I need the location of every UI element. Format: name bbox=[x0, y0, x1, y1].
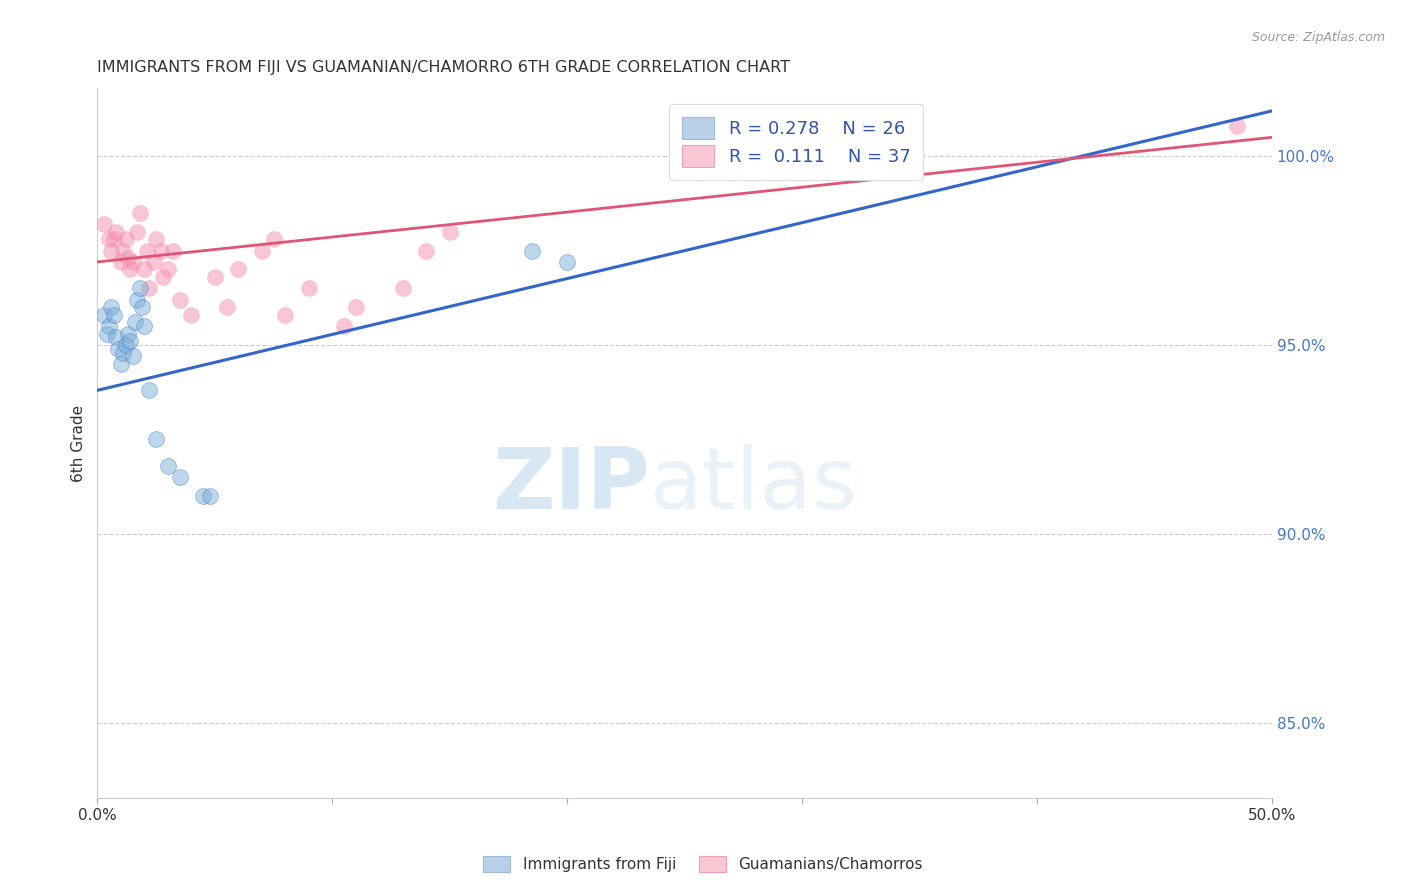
Y-axis label: 6th Grade: 6th Grade bbox=[72, 405, 86, 482]
Text: ZIP: ZIP bbox=[492, 444, 650, 527]
Point bbox=[103, 308, 125, 322]
Point bbox=[114, 232, 136, 246]
Point bbox=[128, 206, 150, 220]
Point bbox=[127, 225, 149, 239]
Point bbox=[110, 357, 132, 371]
Point bbox=[274, 308, 297, 322]
Point bbox=[93, 217, 115, 231]
Point bbox=[107, 342, 129, 356]
Point bbox=[191, 489, 214, 503]
Point bbox=[100, 244, 122, 258]
Point bbox=[103, 232, 125, 246]
Point bbox=[169, 470, 191, 484]
Legend: Immigrants from Fiji, Guamanians/Chamorros: Immigrants from Fiji, Guamanians/Chamorr… bbox=[475, 848, 931, 880]
Point bbox=[250, 244, 273, 258]
Point bbox=[180, 308, 202, 322]
Point bbox=[127, 293, 149, 307]
Point bbox=[128, 281, 150, 295]
Point bbox=[120, 262, 142, 277]
Point bbox=[169, 293, 191, 307]
Point bbox=[135, 244, 157, 258]
Point bbox=[263, 232, 285, 246]
Legend: R = 0.278    N = 26, R =  0.111    N = 37: R = 0.278 N = 26, R = 0.111 N = 37 bbox=[669, 104, 924, 180]
Point bbox=[226, 262, 249, 277]
Point bbox=[156, 458, 179, 473]
Point bbox=[105, 330, 128, 344]
Point bbox=[121, 349, 143, 363]
Point bbox=[198, 489, 221, 503]
Point bbox=[344, 300, 367, 314]
Point bbox=[112, 345, 135, 359]
Point bbox=[145, 433, 167, 447]
Point bbox=[96, 326, 118, 341]
Point bbox=[98, 319, 121, 334]
Point bbox=[120, 334, 142, 349]
Point bbox=[215, 300, 238, 314]
Point bbox=[134, 262, 156, 277]
Point bbox=[162, 244, 184, 258]
Point bbox=[520, 244, 543, 258]
Point bbox=[1226, 119, 1249, 133]
Point bbox=[152, 270, 174, 285]
Point bbox=[121, 255, 143, 269]
Point bbox=[439, 225, 461, 239]
Text: atlas: atlas bbox=[650, 444, 858, 527]
Point bbox=[124, 315, 146, 329]
Point bbox=[391, 281, 413, 295]
Point bbox=[93, 308, 115, 322]
Point bbox=[149, 244, 172, 258]
Point bbox=[298, 281, 321, 295]
Point bbox=[333, 319, 356, 334]
Point bbox=[100, 300, 122, 314]
Point bbox=[142, 255, 165, 269]
Point bbox=[110, 255, 132, 269]
Point bbox=[156, 262, 179, 277]
Point bbox=[98, 232, 121, 246]
Point bbox=[145, 232, 167, 246]
Point bbox=[134, 319, 156, 334]
Point bbox=[105, 225, 128, 239]
Point bbox=[131, 300, 153, 314]
Point bbox=[415, 244, 437, 258]
Point bbox=[117, 326, 139, 341]
Point bbox=[112, 244, 135, 258]
Point bbox=[138, 384, 160, 398]
Text: IMMIGRANTS FROM FIJI VS GUAMANIAN/CHAMORRO 6TH GRADE CORRELATION CHART: IMMIGRANTS FROM FIJI VS GUAMANIAN/CHAMOR… bbox=[97, 60, 790, 75]
Point bbox=[555, 255, 578, 269]
Point bbox=[114, 338, 136, 352]
Point bbox=[117, 251, 139, 265]
Text: Source: ZipAtlas.com: Source: ZipAtlas.com bbox=[1251, 31, 1385, 45]
Point bbox=[204, 270, 226, 285]
Point bbox=[138, 281, 160, 295]
